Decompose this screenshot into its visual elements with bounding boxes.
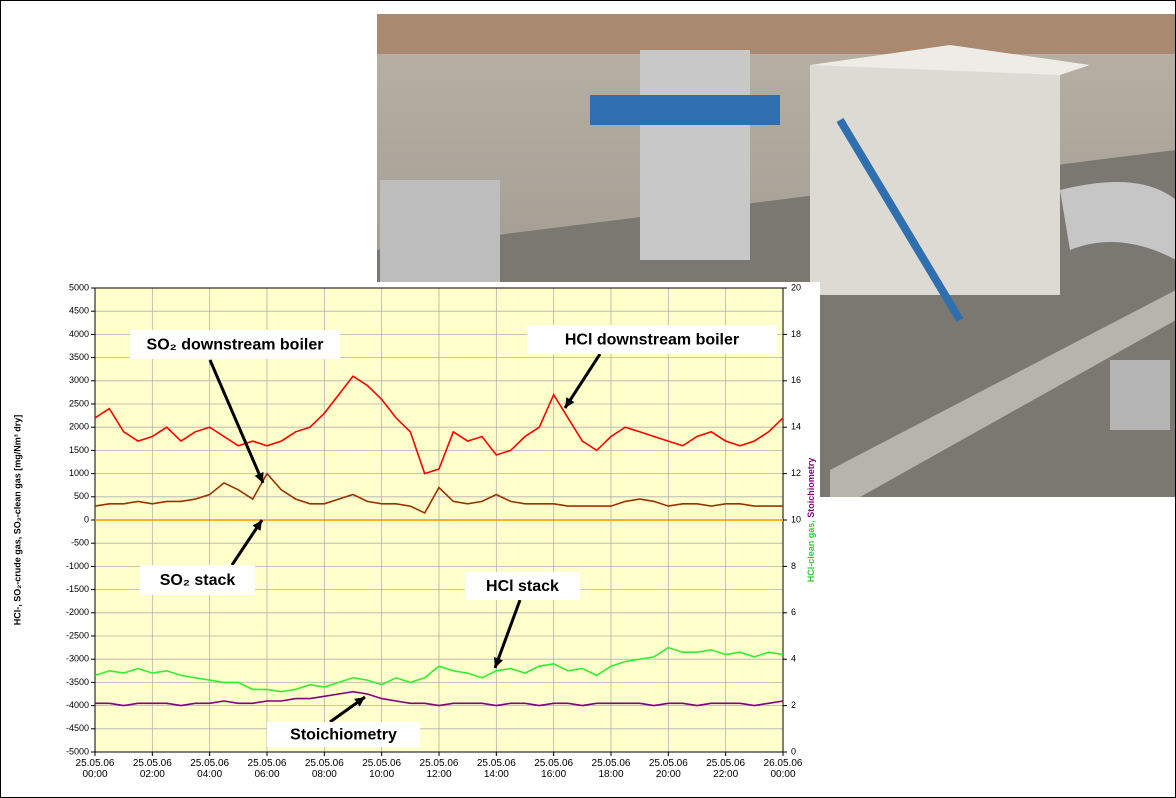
x-tick-label: 25.05.06 14:00	[469, 758, 523, 780]
page: HCl-, SO₂-crude gas, SO₂-clean gas [mg/N…	[0, 0, 1176, 798]
y-tick-label: -1000	[66, 561, 89, 571]
y-tick-label: 500	[74, 491, 89, 501]
annotation: HCl stack	[486, 578, 559, 595]
y-tick-label: 1500	[69, 445, 89, 455]
y2-axis-label-part: Stoichiometry	[806, 458, 816, 518]
y-tick-label: 1000	[69, 468, 89, 478]
y-tick-label: 2500	[69, 398, 89, 408]
x-tick-label: 25.05.06 12:00	[412, 758, 466, 780]
y-axis-label: HCl-, SO₂-crude gas, SO₂-clean gas [mg/N…	[12, 415, 22, 626]
y-tick-label: 4000	[69, 329, 89, 339]
y-tick-label: -2500	[66, 630, 89, 640]
y-tick-label: -500	[71, 538, 89, 548]
y-tick-label: -3000	[66, 654, 89, 664]
annotation: HCl downstream boiler	[565, 332, 739, 349]
chart: HCl-, SO₂-crude gas, SO₂-clean gas [mg/N…	[0, 0, 1176, 798]
x-tick-label: 25.05.06 20:00	[641, 758, 695, 780]
y-tick-label: 3500	[69, 352, 89, 362]
y-tick-label: -1500	[66, 584, 89, 594]
y2-tick-label: 14	[791, 422, 801, 432]
y-tick-label: 4500	[69, 306, 89, 316]
y-tick-label: 5000	[69, 282, 89, 292]
y-tick-label: -5000	[66, 746, 89, 756]
annotation: Stoichiometry	[290, 727, 397, 744]
annotation: SO₂ stack	[160, 572, 236, 589]
y2-tick-label: 18	[791, 329, 801, 339]
x-tick-label: 25.05.06 10:00	[355, 758, 409, 780]
x-tick-label: 25.05.06 06:00	[240, 758, 294, 780]
x-tick-label: 25.05.06 02:00	[125, 758, 179, 780]
x-tick-label: 25.05.06 04:00	[183, 758, 237, 780]
y2-tick-label: 20	[791, 282, 801, 292]
x-tick-label: 25.05.06 16:00	[527, 758, 581, 780]
x-tick-label: 25.05.06 08:00	[297, 758, 351, 780]
y-tick-label: 2000	[69, 422, 89, 432]
x-tick-label: 26.05.06 00:00	[756, 758, 810, 780]
y-tick-label: 3000	[69, 375, 89, 385]
y2-tick-label: 2	[791, 700, 796, 710]
annotation: SO₂ downstream boiler	[147, 337, 324, 354]
y2-tick-label: 16	[791, 375, 801, 385]
y2-tick-label: 4	[791, 654, 796, 664]
y2-axis-label: HCl-clean gas, Stoichiometry	[806, 458, 816, 583]
y2-tick-label: 0	[791, 746, 796, 756]
x-tick-label: 25.05.06 18:00	[584, 758, 638, 780]
y-tick-label: -4500	[66, 723, 89, 733]
y2-tick-label: 6	[791, 607, 796, 617]
y2-tick-label: 10	[791, 514, 801, 524]
y2-tick-label: 8	[791, 561, 796, 571]
y-tick-label: -3500	[66, 677, 89, 687]
x-tick-label: 25.05.06 00:00	[68, 758, 122, 780]
y-tick-label: -4000	[66, 700, 89, 710]
y-tick-label: 0	[84, 514, 89, 524]
y2-tick-label: 12	[791, 468, 801, 478]
y-tick-label: -2000	[66, 607, 89, 617]
y2-axis-label-part: HCl-clean gas,	[806, 520, 816, 582]
x-tick-label: 25.05.06 22:00	[699, 758, 753, 780]
